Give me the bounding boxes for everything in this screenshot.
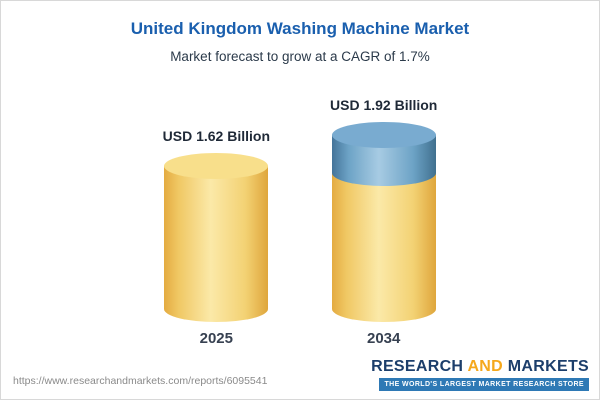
chart-title: United Kingdom Washing Machine Market — [130, 19, 470, 38]
footer: https://www.researchandmarkets.com/repor… — [13, 358, 589, 391]
bar-group-2025: USD 1.62 Billion 2025 — [163, 128, 270, 347]
bar-segment-growth-2034 — [331, 122, 436, 186]
source-url[interactable]: https://www.researchandmarkets.com/repor… — [13, 375, 268, 387]
logo-word-and: AND — [467, 358, 504, 375]
bar-segment-base-2034 — [331, 173, 436, 322]
bar-value-label-2025: USD 1.62 Billion — [162, 128, 270, 144]
logo-tagline: THE WORLD'S LARGEST MARKET RESEARCH STOR… — [379, 378, 589, 391]
bar-category-label-2025: 2025 — [199, 330, 233, 347]
cylinder-bar-2034 — [331, 122, 436, 322]
chart-subtitle: Market forecast to grow at a CAGR of 1.7… — [170, 49, 430, 64]
bar-group-2034: USD 1.92 Billion 2034 — [330, 97, 437, 347]
logo-word-markets: MARKETS — [507, 358, 589, 375]
research-and-markets-logo: RESEARCH AND MARKETS THE WORLD'S LARGEST… — [371, 358, 589, 391]
bar-value-label-2034: USD 1.92 Billion — [330, 97, 438, 113]
cylinder-bar-chart: USD 1.62 Billion 2025 USD 1.92 Billion 2… — [1, 97, 599, 347]
cylinder-bar-2025 — [164, 153, 269, 322]
logo-word-research: RESEARCH — [371, 358, 464, 375]
logo-wordmark: RESEARCH AND MARKETS — [371, 358, 589, 376]
bar-category-label-2034: 2034 — [366, 330, 401, 347]
bar-segment-base-2025 — [164, 153, 269, 322]
